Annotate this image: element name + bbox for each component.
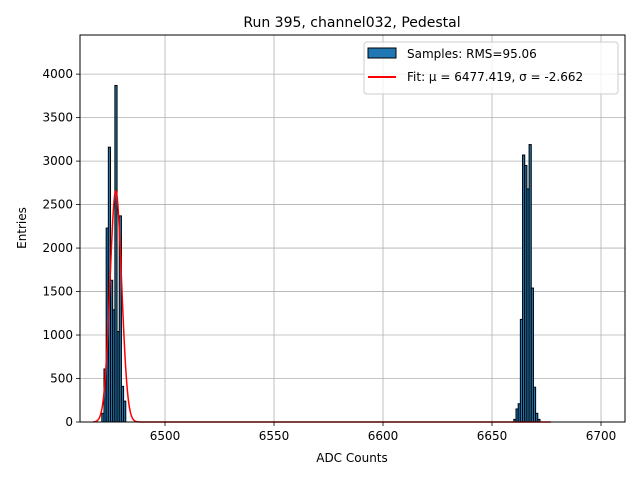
y-tick-label: 1500 bbox=[42, 285, 73, 299]
fit-curve bbox=[93, 189, 551, 423]
x-tick-label: 6700 bbox=[586, 429, 617, 443]
histogram-bars bbox=[101, 84, 541, 423]
histogram-bar bbox=[123, 400, 127, 423]
legend-label-samples: Samples: RMS=95.06 bbox=[407, 47, 537, 61]
x-axis-label: ADC Counts bbox=[316, 451, 388, 465]
x-tick-label: 6600 bbox=[368, 429, 399, 443]
x-tick-label: 6550 bbox=[259, 429, 290, 443]
legend-patch-samples bbox=[367, 47, 397, 59]
y-axis-label: Entries bbox=[15, 207, 29, 249]
chart-title: Run 395, channel032, Pedestal bbox=[243, 15, 460, 31]
legend: Samples: RMS=95.06 Fit: μ = 6477.419, σ … bbox=[363, 41, 619, 95]
legend-box bbox=[363, 41, 619, 95]
y-axis-ticks: 0 500 1000 1500 2000 2500 3000 3500 4000 bbox=[42, 67, 80, 429]
y-tick-label: 1000 bbox=[42, 328, 73, 342]
y-tick-label: 2500 bbox=[42, 198, 73, 212]
x-axis-ticks: 6500 6550 6600 6650 6700 bbox=[150, 422, 617, 443]
x-tick-label: 6500 bbox=[150, 429, 181, 443]
y-tick-label: 4000 bbox=[42, 67, 73, 81]
x-tick-label: 6650 bbox=[477, 429, 508, 443]
y-tick-label: 0 bbox=[65, 415, 73, 429]
y-tick-label: 500 bbox=[50, 372, 73, 386]
y-tick-label: 3500 bbox=[42, 111, 73, 125]
y-tick-label: 2000 bbox=[42, 241, 73, 255]
y-tick-label: 3000 bbox=[42, 154, 73, 168]
plot-frame bbox=[79, 34, 626, 423]
legend-label-fit: Fit: μ = 6477.419, σ = -2.662 bbox=[407, 70, 583, 84]
